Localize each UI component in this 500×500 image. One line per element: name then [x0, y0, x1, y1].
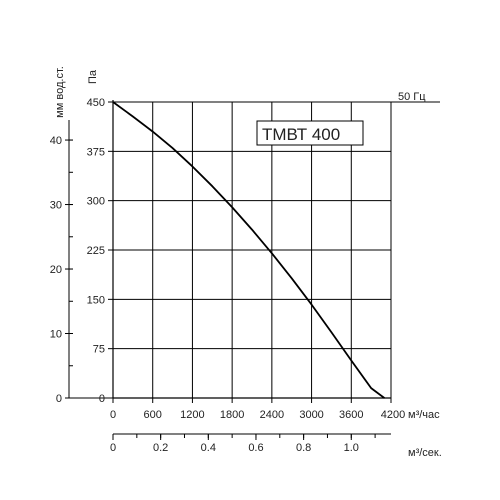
y-tick-label: 375: [87, 146, 105, 158]
x2-axis-unit-label: м³/сек.: [408, 447, 442, 459]
model-label-box: [256, 120, 364, 146]
y2-tick-label: 30: [50, 200, 62, 212]
x2-tick-label: 0.6: [248, 442, 263, 454]
curve-point: [291, 277, 293, 279]
x-tick-label: 600: [144, 409, 162, 421]
y2-tick-label: 0: [56, 393, 62, 405]
y-tick-label: 75: [93, 344, 105, 356]
x-tick-label: 3600: [339, 409, 363, 421]
model-label: ТМВТ 400: [262, 125, 340, 144]
y-tick-label: 300: [87, 196, 105, 208]
axes: [65, 100, 440, 440]
curve-point: [310, 303, 313, 306]
curve-point: [251, 229, 253, 231]
x2-tick-label: 1.0: [344, 442, 359, 454]
curve-point: [132, 115, 134, 118]
y-tick-label: 150: [87, 294, 105, 306]
curve-point: [191, 165, 194, 168]
x-tick-label: 3000: [299, 409, 323, 421]
frequency-label: 50 Гц: [398, 91, 426, 103]
curve-point: [370, 387, 372, 389]
x2-tick-label: 0.4: [201, 442, 216, 454]
y2-tick-label: 20: [50, 264, 62, 276]
y-tick-label: 0: [99, 393, 105, 405]
curve-point: [152, 131, 154, 133]
y2-tick-label: 40: [50, 135, 62, 147]
x-axis-unit-label: м³/час: [408, 409, 440, 421]
grid-lines: [113, 101, 392, 398]
x2-tick-label: 0: [110, 442, 116, 454]
curve-point: [350, 359, 352, 362]
curve-point: [171, 147, 174, 149]
x-tick-label: 1800: [220, 409, 244, 421]
curve-point: [383, 397, 385, 399]
tick-labels: 0 600 1200 1800 2400 3000 3600 4200075150225300…: [50, 97, 405, 454]
curve-point: [112, 101, 114, 103]
curve-point: [271, 252, 273, 254]
y2-tick-label: 10: [50, 329, 62, 341]
x2-tick-label: 0.8: [296, 442, 311, 454]
y-tick-label: 450: [87, 97, 105, 109]
x-tick-label: 0: [110, 409, 116, 421]
x2-tick-label: 0.2: [153, 442, 168, 454]
x-tick-label: 4200: [381, 409, 405, 421]
y-axis-label-pa: Па: [87, 69, 99, 84]
curve-layer: [112, 101, 385, 399]
y2-axis-label-mm: мм вод.ст.: [54, 66, 66, 118]
x-tick-label: 2400: [260, 409, 284, 421]
curve-point: [211, 185, 213, 187]
curve-point: [231, 206, 233, 208]
y-tick-label: 225: [87, 245, 105, 257]
curve-point: [330, 331, 333, 333]
x-tick-label: 1200: [180, 409, 204, 421]
